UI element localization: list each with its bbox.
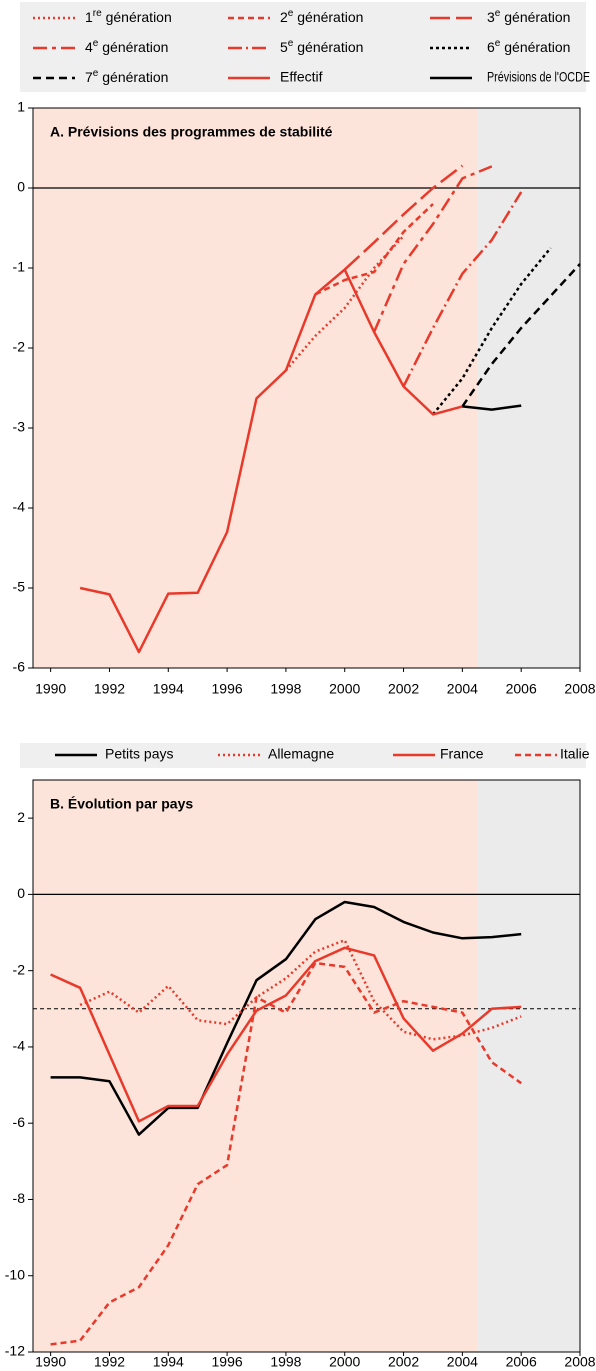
y-tick-label: -2: [13, 961, 26, 977]
y-tick-label: 1: [17, 99, 25, 115]
x-tick-label: 2000: [329, 1354, 360, 1370]
panel-title: B. Évolution par pays: [50, 796, 193, 812]
y-tick-label: -8: [13, 1190, 26, 1206]
x-tick-label: 1990: [35, 1354, 66, 1370]
y-tick-label: -10: [5, 1266, 25, 1282]
x-tick-label: 1994: [153, 1354, 184, 1370]
legend-label: 4e génération: [85, 38, 168, 55]
y-tick-label: -5: [13, 579, 26, 595]
y-tick-label: -3: [13, 419, 26, 435]
x-tick-label: 1992: [94, 681, 125, 697]
y-tick-label: 2: [17, 809, 25, 825]
legend-label: Petits pays: [105, 746, 173, 762]
y-tick-label: -12: [5, 1343, 25, 1359]
x-tick-label: 2006: [506, 681, 537, 697]
legend-label: 7e génération: [85, 68, 168, 85]
legend-label: Allemagne: [268, 746, 334, 762]
plot-frame: [32, 779, 581, 1353]
legend-label: 3e génération: [487, 8, 570, 25]
x-tick-label: 1998: [270, 681, 301, 697]
x-tick-label: 1998: [270, 1354, 301, 1370]
x-tick-label: 1996: [212, 1354, 243, 1370]
series-line: [372, 165, 493, 333]
series-line: [314, 203, 434, 296]
x-tick-label: 2000: [329, 681, 360, 697]
y-tick-label: 0: [17, 885, 25, 901]
legend-label: 1re génération: [85, 8, 172, 25]
series-line: [79, 268, 463, 654]
series-line: [432, 247, 552, 416]
series-line: [50, 946, 522, 1123]
legend-label: Italie: [560, 746, 590, 762]
y-tick-label: -6: [13, 659, 26, 675]
y-tick-label: -4: [13, 499, 26, 515]
x-tick-label: 2008: [564, 681, 595, 697]
series-line: [50, 900, 522, 1136]
actual-period-shade: [33, 108, 478, 668]
y-tick-label: -6: [13, 1114, 26, 1130]
x-tick-label: 2006: [506, 1354, 537, 1370]
x-tick-label: 1996: [212, 681, 243, 697]
legend-label: 5e génération: [280, 38, 363, 55]
legend-label: France: [440, 746, 484, 762]
legend-label: Effectif: [280, 69, 323, 85]
series-line: [402, 191, 523, 387]
legend-label: 6e génération: [487, 38, 570, 55]
x-tick-label: 1992: [94, 1354, 125, 1370]
forecast-period-shade: [477, 108, 580, 668]
legend-background: [20, 743, 586, 768]
x-tick-label: 2008: [564, 1354, 595, 1370]
series-line: [343, 164, 464, 271]
forecast-period-shade: [477, 780, 580, 1352]
x-tick-label: 1994: [153, 681, 184, 697]
actual-period-shade: [33, 780, 478, 1352]
legend-background: [20, 2, 586, 92]
x-tick-label: 2004: [447, 681, 478, 697]
y-tick-label: -2: [13, 339, 26, 355]
x-tick-label: 2002: [388, 1354, 419, 1370]
series-line: [50, 961, 522, 1346]
legend-label: 2e génération: [280, 8, 363, 25]
panel-title: A. Prévisions des programmes de stabilit…: [50, 124, 333, 140]
legend-label: Prévisions de l'OCDE: [487, 69, 590, 85]
x-tick-label: 1990: [35, 681, 66, 697]
series-line: [461, 263, 581, 408]
series-line: [462, 404, 522, 411]
x-tick-label: 2002: [388, 681, 419, 697]
x-tick-label: 2004: [447, 1354, 478, 1370]
y-tick-label: -1: [13, 259, 26, 275]
y-tick-label: -4: [13, 1038, 26, 1054]
series-line: [284, 235, 405, 372]
y-tick-label: 0: [17, 179, 25, 195]
plot-frame: [32, 107, 581, 669]
